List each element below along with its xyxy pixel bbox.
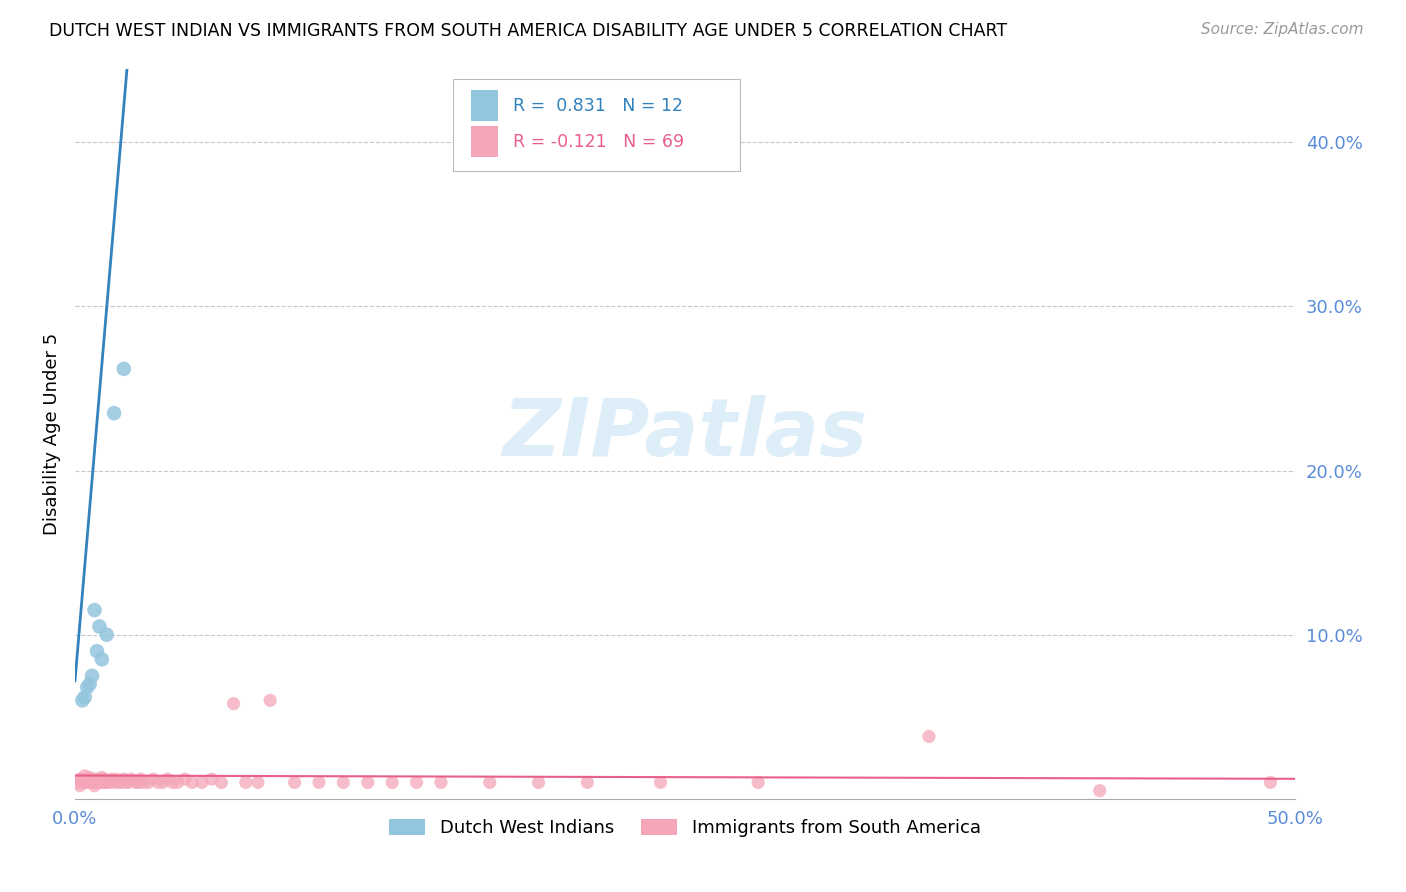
Point [112, 362, 135, 376]
Point [72, 775, 94, 789]
Point [166, 775, 188, 789]
Point [146, 775, 169, 789]
Point [181, 775, 204, 789]
Point [405, 775, 427, 789]
Point [527, 775, 550, 789]
Point [79, 771, 101, 785]
Point [96, 628, 118, 642]
FancyBboxPatch shape [453, 79, 740, 170]
Point [127, 775, 149, 789]
Point [125, 775, 148, 789]
Point [83, 775, 105, 789]
Point [93, 775, 115, 789]
Legend: Dutch West Indians, Immigrants from South America: Dutch West Indians, Immigrants from Sout… [382, 812, 988, 845]
Point [209, 775, 232, 789]
Point [110, 775, 132, 789]
FancyBboxPatch shape [471, 90, 498, 121]
Point [89, 775, 111, 789]
Point [89, 772, 111, 786]
Point [76, 775, 98, 789]
Text: R =  0.831   N = 12: R = 0.831 N = 12 [513, 96, 683, 114]
Point [76, 772, 98, 786]
Point [90, 775, 112, 789]
Point [103, 775, 125, 789]
Point [76, 680, 98, 694]
Point [96, 775, 118, 789]
Point [747, 775, 769, 789]
Point [162, 775, 184, 789]
Point [83, 603, 105, 617]
Point [222, 697, 245, 711]
Y-axis label: Disability Age Under 5: Disability Age Under 5 [44, 333, 60, 535]
Text: Source: ZipAtlas.com: Source: ZipAtlas.com [1201, 22, 1364, 37]
Point [72, 772, 94, 786]
Point [73, 690, 96, 704]
Point [69, 779, 91, 793]
Point [90, 652, 112, 666]
Point [105, 772, 128, 786]
Point [120, 772, 142, 786]
Point [118, 775, 141, 789]
Point [80, 772, 103, 786]
Point [93, 772, 115, 786]
Point [66, 775, 89, 789]
Point [132, 775, 155, 789]
Point [1260, 775, 1282, 789]
Point [430, 775, 453, 789]
Point [191, 775, 214, 789]
Point [576, 775, 599, 789]
Point [1088, 783, 1111, 797]
Point [284, 775, 307, 789]
Point [83, 779, 105, 793]
Point [100, 772, 122, 786]
Point [112, 772, 135, 786]
Point [156, 772, 179, 786]
Point [89, 619, 111, 633]
Text: ZIPatlas: ZIPatlas [502, 394, 868, 473]
Point [152, 775, 174, 789]
Point [381, 775, 404, 789]
Point [86, 772, 108, 786]
Point [73, 769, 96, 783]
Point [129, 772, 152, 786]
Point [108, 775, 131, 789]
Point [650, 775, 672, 789]
Text: DUTCH WEST INDIAN VS IMMIGRANTS FROM SOUTH AMERICA DISABILITY AGE UNDER 5 CORREL: DUTCH WEST INDIAN VS IMMIGRANTS FROM SOU… [49, 22, 1007, 40]
Point [73, 775, 96, 789]
Point [72, 693, 94, 707]
Point [357, 775, 380, 789]
Point [79, 775, 101, 789]
Point [478, 775, 501, 789]
Point [79, 677, 101, 691]
Point [308, 775, 330, 789]
Point [86, 775, 108, 789]
Point [173, 772, 195, 786]
Point [201, 772, 224, 786]
Point [86, 644, 108, 658]
Point [918, 730, 941, 744]
FancyBboxPatch shape [471, 127, 498, 157]
Point [136, 775, 159, 789]
Point [90, 771, 112, 785]
Point [246, 775, 269, 789]
Point [80, 669, 103, 683]
Point [142, 772, 165, 786]
Text: R = -0.121   N = 69: R = -0.121 N = 69 [513, 133, 685, 151]
Point [332, 775, 354, 789]
Point [69, 772, 91, 786]
Point [80, 775, 103, 789]
Point [98, 775, 121, 789]
Point [259, 693, 281, 707]
Point [235, 775, 257, 789]
Point [115, 775, 138, 789]
Point [103, 406, 125, 420]
